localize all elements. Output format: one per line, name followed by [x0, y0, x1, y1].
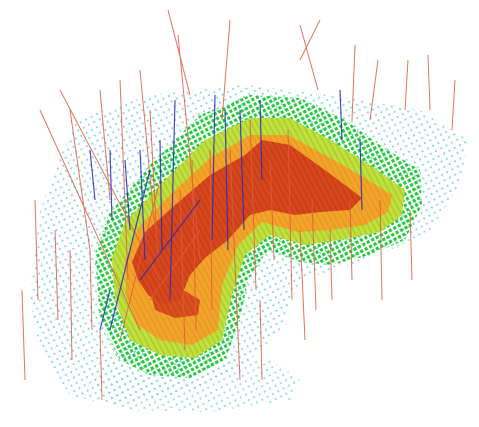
- drillholes-blue: [89, 89, 363, 331]
- peak-grade-lobe: [150, 285, 200, 318]
- peak-grade-core: [132, 140, 362, 305]
- drillholes-red: [21, 9, 456, 401]
